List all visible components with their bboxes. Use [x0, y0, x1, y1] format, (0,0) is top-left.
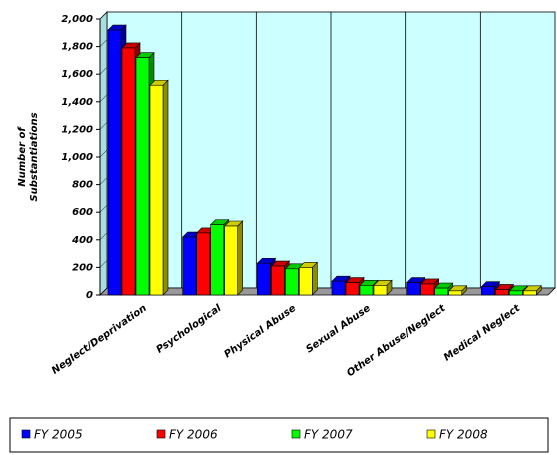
legend-box [9, 417, 549, 453]
bar [406, 282, 420, 296]
grid-line [99, 260, 108, 268]
y-axis-title-line: Number of [17, 126, 28, 187]
y-tick-label: 1,200 [61, 124, 93, 135]
bar [345, 282, 360, 296]
bar [523, 290, 537, 296]
bar-side [237, 220, 243, 296]
y-tick-label: 0 [86, 290, 93, 301]
grid-line [99, 122, 108, 130]
legend-swatch [156, 429, 166, 439]
bar [448, 290, 462, 296]
bar [257, 262, 271, 296]
y-tick-label: 600 [72, 207, 93, 218]
bar [224, 225, 238, 296]
x-tick-label: Physical Abuse [222, 303, 298, 361]
y-tick-label: 2,000 [61, 14, 93, 25]
bar [135, 57, 150, 296]
bar [331, 280, 346, 296]
legend-swatch [21, 429, 31, 439]
bar [495, 289, 509, 296]
grid-line [99, 11, 108, 20]
y-tick-label: 400 [71, 235, 93, 246]
bar [121, 47, 136, 296]
x-tick-label: Psychological [155, 303, 224, 356]
bar [373, 285, 388, 296]
bar [285, 268, 299, 296]
bar-side [312, 261, 318, 296]
grid-line [99, 232, 108, 240]
bar [271, 265, 285, 296]
grid-line [99, 287, 108, 296]
bar [359, 285, 374, 296]
bar [107, 29, 122, 296]
bar [481, 286, 495, 296]
bar [509, 290, 523, 296]
grid-line [99, 205, 108, 213]
grid-line [99, 177, 108, 185]
bar [182, 236, 196, 296]
bar-side [162, 79, 169, 296]
bar [420, 283, 434, 296]
grid-line [99, 94, 108, 102]
legend-label: FY 2008 [439, 428, 488, 442]
x-tick-label: Medical Neglect [442, 302, 523, 363]
bar [149, 84, 164, 296]
y-tick-label: 1,600 [61, 69, 93, 80]
x-tick-label: Sexual Abuse [304, 303, 373, 356]
x-tick-label: Neglect/Deprivation [50, 303, 149, 377]
y-axis-title: Number ofSubstantiations [17, 112, 40, 201]
y-tick-label: 1,800 [61, 42, 93, 53]
bar [210, 224, 224, 296]
bar [434, 287, 448, 296]
bar [196, 232, 210, 296]
y-axis-title-line: Substantiations [29, 112, 40, 201]
grid-line [99, 39, 108, 47]
legend-label: FY 2007 [304, 428, 353, 442]
y-tick-label: 1,000 [61, 152, 93, 163]
bar [299, 267, 313, 296]
legend-swatch [291, 429, 301, 439]
legend-swatch [426, 429, 436, 439]
y-tick-label: 800 [72, 180, 93, 191]
grid-line [99, 149, 108, 158]
legend-label: FY 2005 [34, 428, 83, 442]
y-tick-label: 200 [72, 262, 93, 273]
y-tick-label: 1,400 [61, 97, 93, 108]
grid-line [99, 67, 108, 75]
legend-label: FY 2006 [169, 428, 218, 442]
